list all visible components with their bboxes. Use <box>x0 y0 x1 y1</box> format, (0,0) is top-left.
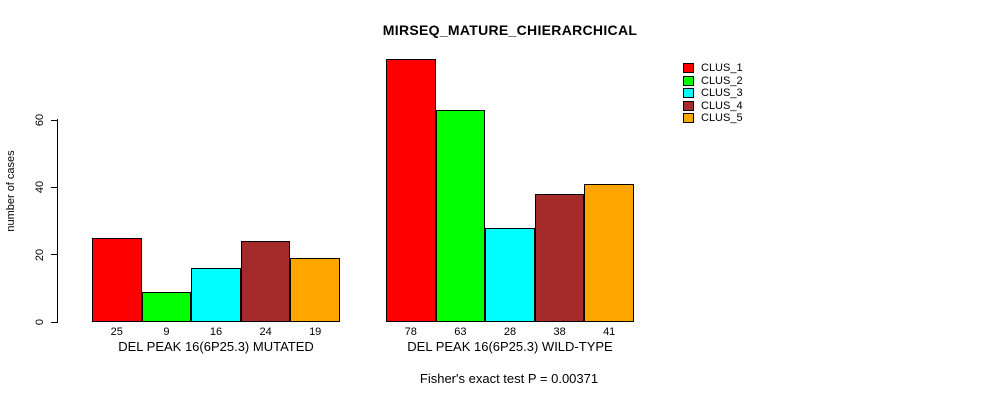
bar-clus_5-group1 <box>290 258 340 322</box>
bar-value-label-clus_3-group2: 28 <box>503 326 517 338</box>
bar-clus_4-group2 <box>534 194 585 322</box>
y-tick-mark-0 <box>51 321 58 323</box>
bar-value-label-clus_2-group2: 63 <box>454 326 467 338</box>
legend-item-clus-1: CLUS_1 <box>683 62 743 75</box>
bar-value-label-clus_4-group1: 24 <box>259 326 272 338</box>
x-group-label-wild-type: DEL PEAK 16(6P25.3) WILD-TYPE <box>407 339 613 354</box>
chart-title: MIRSEQ_MATURE_CHIERARCHICAL <box>382 22 638 38</box>
legend-swatch-clus-1 <box>683 63 694 74</box>
bar-clus_3-group2 <box>485 227 535 322</box>
legend-label: CLUS_5 <box>701 112 743 125</box>
y-axis-line <box>57 119 58 323</box>
bar-clus_2-group2 <box>435 109 486 322</box>
legend-label: CLUS_4 <box>701 99 743 112</box>
legend-swatch-clus-2 <box>683 75 694 86</box>
legend-item-clus-5: CLUS_5 <box>683 112 743 125</box>
bar-clus_4-group1 <box>240 241 291 322</box>
legend-swatch-clus-5 <box>683 113 694 124</box>
legend-item-clus-3: CLUS_3 <box>683 87 743 100</box>
bar-clus_2-group1 <box>141 291 192 322</box>
y-axis-label: number of cases <box>5 150 17 232</box>
legend-swatch-clus-4 <box>683 100 694 111</box>
y-tick-mark-20 <box>51 254 58 256</box>
bar-value-label-clus_5-group1: 19 <box>309 326 322 338</box>
y-tick-label-40: 40 <box>34 181 46 194</box>
y-tick-label-60: 60 <box>34 113 46 127</box>
bar-value-label-clus_1-group1: 25 <box>110 326 123 338</box>
fishers-test-annotation: Fisher's exact test P = 0.00371 <box>419 371 599 386</box>
legend-label: CLUS_2 <box>701 74 743 87</box>
y-tick-mark-60 <box>51 119 58 121</box>
bar-value-label-clus_2-group1: 9 <box>163 326 170 338</box>
bar-value-label-clus_4-group2: 38 <box>553 326 566 338</box>
bar-clus_5-group2 <box>584 184 634 322</box>
bar-value-label-clus_3-group1: 16 <box>209 326 223 338</box>
y-tick-mark-40 <box>51 186 58 188</box>
legend-label: CLUS_1 <box>701 62 743 75</box>
y-tick-label-20: 20 <box>34 248 46 261</box>
legend-label: CLUS_3 <box>701 87 743 100</box>
legend-item-clus-2: CLUS_2 <box>683 75 743 88</box>
legend-item-clus-4: CLUS_4 <box>683 100 743 113</box>
x-group-label-mutated: DEL PEAK 16(6P25.3) MUTATED <box>118 339 314 354</box>
bar-clus_3-group1 <box>191 268 241 322</box>
y-tick-label-0: 0 <box>34 318 46 326</box>
bar-value-label-clus_5-group2: 41 <box>603 326 616 338</box>
bar-clus_1-group2 <box>386 59 436 322</box>
bar-clus_1-group1 <box>92 237 142 322</box>
bar-value-label-clus_1-group2: 78 <box>404 326 417 338</box>
legend: CLUS_1 CLUS_2 CLUS_3 CLUS_4 CLUS_5 <box>683 62 743 125</box>
legend-swatch-clus-3 <box>683 88 694 99</box>
